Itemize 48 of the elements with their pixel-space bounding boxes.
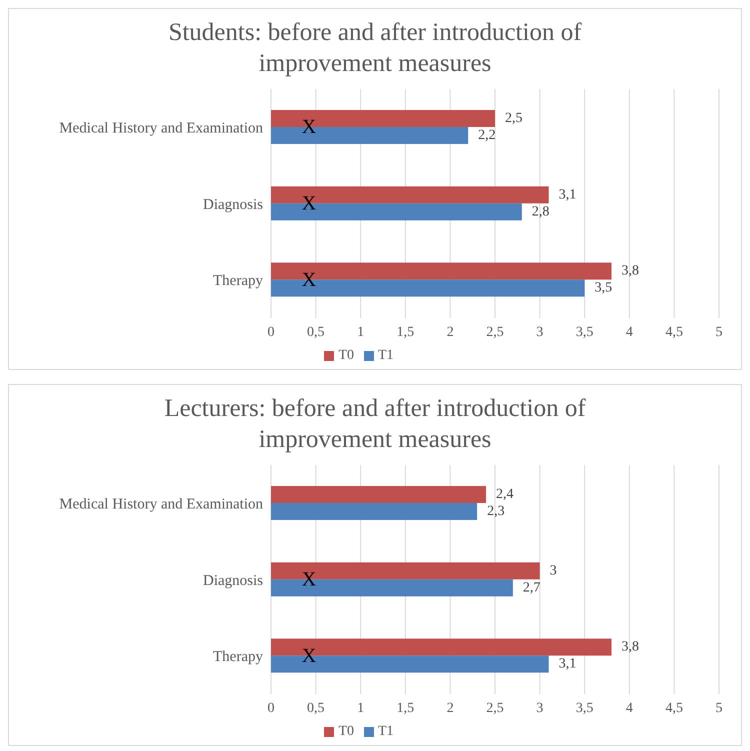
y-tick-label: Diagnosis [203, 572, 264, 589]
data-label: 2,3 [487, 504, 505, 519]
x-tick-label: 4 [626, 324, 633, 340]
x-tick-label: 1,5 [396, 700, 414, 716]
chart-title: Students: before and after introduction of improvement measures [167, 18, 583, 79]
y-tick-label: Therapy [213, 273, 264, 290]
x-tick-label: 4,5 [665, 700, 683, 716]
x-tick-label: 4 [626, 700, 633, 716]
bar [271, 503, 478, 520]
data-label: 2,7 [522, 580, 540, 596]
chart-title: Lecturers: before and after introduction of improvement measures [163, 394, 587, 455]
x-tick-label: 2 [446, 324, 454, 340]
data-label: 3 [550, 563, 557, 578]
x-tick-label: 1 [357, 700, 364, 716]
x-tick-label: 3,5 [576, 324, 594, 340]
x-tick-label: 3 [536, 324, 544, 340]
data-label: 3,1 [558, 187, 576, 202]
data-label: 2,5 [505, 111, 522, 126]
x-tick-label: 3 [536, 700, 544, 716]
legend-label: T1 [378, 724, 394, 739]
y-tick-label: Therapy [213, 649, 264, 666]
x-tick-label: 4,5 [665, 324, 683, 340]
data-label: 3,8 [621, 640, 639, 655]
data-label: 3,5 [594, 280, 612, 296]
x-tick-label: 0,5 [307, 324, 325, 340]
x-tick-label: 2 [446, 700, 454, 716]
legend-label: T0 [338, 348, 354, 363]
legend-label: T1 [378, 348, 394, 363]
y-tick-label: Diagnosis [203, 196, 264, 213]
x-tick-label: 5 [716, 700, 722, 716]
x-tick-label: 2,5 [486, 324, 504, 340]
x-tick-label: 1 [357, 324, 364, 340]
y-tick-label: Medical History and Examination [59, 120, 264, 136]
data-label: 3,8 [621, 264, 639, 279]
x-tick-label: 0 [268, 324, 274, 340]
legend-label: T0 [338, 724, 354, 739]
x-tick-label: 0,5 [307, 700, 325, 716]
data-label: 3,1 [558, 656, 576, 672]
x-tick-label: 1,5 [396, 324, 414, 340]
x-tick-label: 3,5 [576, 700, 594, 716]
x-tick-label: 5 [716, 324, 722, 340]
bar [271, 486, 486, 503]
data-label: 2,4 [496, 487, 514, 502]
x-tick-label: 0 [268, 700, 274, 716]
data-label: 2,2 [478, 128, 496, 143]
x-tick-label: 2,5 [486, 700, 504, 716]
data-label: 2,8 [532, 204, 550, 220]
y-tick-label: Medical History and Examination [59, 496, 264, 512]
